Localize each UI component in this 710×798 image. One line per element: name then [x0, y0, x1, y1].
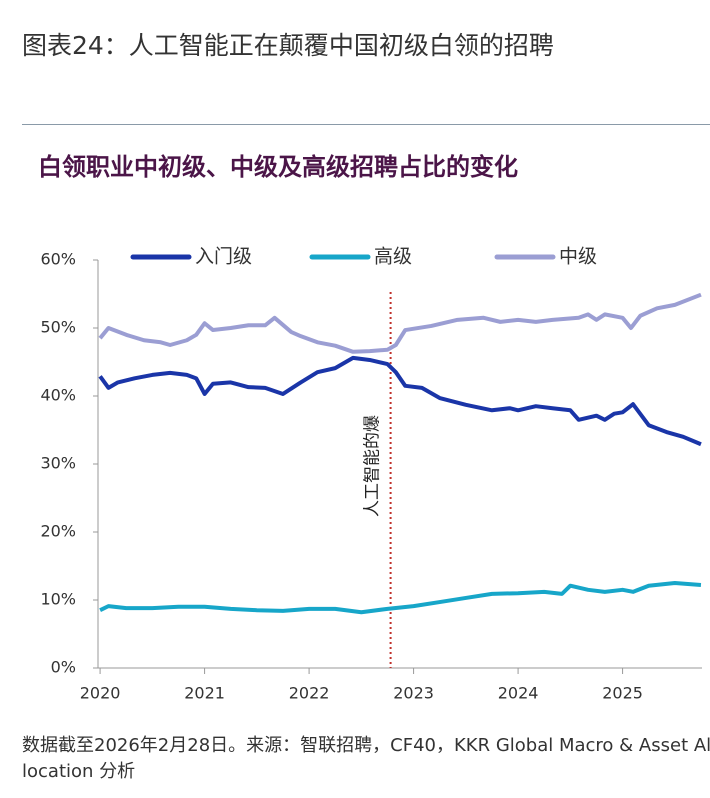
- y-tick-label: 40%: [40, 386, 76, 405]
- series-line: [98, 355, 702, 447]
- annotation-text: 人工智能的爆: [363, 415, 383, 517]
- y-tick-label: 20%: [40, 522, 76, 541]
- footer-note: 数据截至2026年2月28日。来源：智联招聘，CF40，KKR Global M…: [22, 735, 710, 782]
- series-line: [99, 581, 702, 615]
- legend-label: 高级: [374, 246, 412, 268]
- x-tick-label: 2022: [289, 684, 330, 703]
- header-title: 图表24：人工智能正在颠覆中国初级白领的招聘: [22, 31, 554, 60]
- chart: 白领职业中初级、中级及高级招聘占比的变化 0% 10% 20% 30% 40% 50% 60…: [38, 153, 702, 703]
- x-tick-label: 2020: [80, 684, 121, 703]
- x-tick-label: 2023: [393, 684, 434, 703]
- y-tick-label: 60%: [40, 250, 76, 269]
- y-tick-label: 50%: [40, 318, 76, 337]
- x-tick-label: 2025: [602, 684, 643, 703]
- x-tick-label: 2024: [498, 684, 539, 703]
- separator: [22, 124, 710, 125]
- legend-label: 中级: [559, 246, 597, 268]
- y-tick-label: 10%: [40, 590, 76, 609]
- chart-title: 白领职业中初级、中级及高级招聘占比的变化: [38, 153, 518, 181]
- legend-label: 入门级: [195, 246, 252, 268]
- x-tick-label: 2021: [184, 684, 225, 703]
- y-tick-label: 0%: [51, 658, 76, 677]
- y-tick-label: 30%: [40, 454, 76, 473]
- series-line: [98, 292, 702, 354]
